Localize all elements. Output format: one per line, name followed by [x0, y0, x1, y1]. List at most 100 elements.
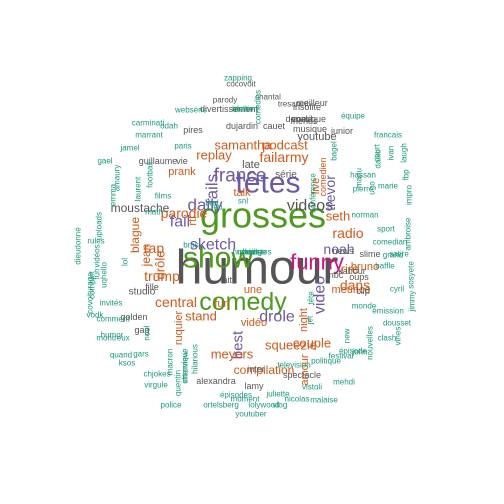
word-41: live — [310, 178, 322, 195]
word-81: parody — [213, 96, 237, 105]
word-12: replay — [196, 148, 232, 163]
word-101: rtl — [187, 216, 199, 225]
word-17: radio — [332, 225, 363, 241]
word-126: hilarious — [191, 344, 200, 374]
word-111: uploads — [95, 212, 104, 240]
word-176: court — [373, 143, 382, 162]
word-30: rire — [341, 262, 360, 277]
word-61: news — [332, 246, 354, 256]
word-55: fille — [145, 282, 159, 292]
word-88: carminati — [132, 119, 165, 128]
word-182: conférence — [309, 173, 318, 213]
word-139: politique — [311, 357, 341, 366]
word-179: daiko — [374, 149, 383, 169]
word-23: stand — [185, 309, 217, 324]
word-127: épisodes — [220, 391, 252, 400]
word-6: france — [214, 166, 267, 187]
word-0: humour — [176, 242, 339, 295]
word-65: lamy — [244, 381, 264, 391]
word-32: meurice — [331, 284, 370, 296]
word-35: moustache — [111, 201, 170, 215]
word-142: clash — [378, 334, 397, 343]
word-74: comique — [292, 114, 326, 124]
word-92: francais — [374, 131, 402, 140]
word-19: fail — [170, 214, 190, 231]
word-96: gael — [97, 157, 112, 166]
word-169: laurent — [134, 176, 143, 201]
word-135: youtuber — [235, 410, 266, 419]
word-73: musique — [293, 124, 327, 134]
word-107: hassan — [350, 171, 376, 180]
word-104: snl — [238, 197, 248, 206]
word-72: vie — [176, 156, 188, 166]
word-36: blague — [128, 217, 142, 253]
word-140: festival — [329, 352, 354, 361]
word-130: malaise — [310, 396, 338, 405]
word-118: montreux — [96, 334, 129, 343]
word-165: lol — [121, 258, 130, 266]
word-167: fbp — [402, 169, 411, 181]
word-162: tête — [307, 291, 316, 305]
word-38: drôle — [153, 251, 168, 280]
word-20: sketch — [190, 237, 236, 254]
word-77: meilleur — [296, 98, 328, 108]
word-154: ambroise — [404, 217, 413, 250]
word-34: prank — [168, 166, 196, 178]
word-137: vistoli — [302, 383, 322, 392]
word-87: équipe — [341, 112, 366, 121]
word-170: fun — [93, 268, 102, 279]
word-129: nicolas — [285, 395, 310, 404]
word-8: daily — [188, 196, 223, 215]
word-115: invités — [100, 299, 123, 308]
word-50: fait — [220, 275, 233, 285]
word-91: bastien — [232, 105, 258, 114]
word-99: football — [146, 162, 155, 188]
word-40: youtube — [297, 131, 336, 143]
word-174: john — [351, 348, 367, 357]
word-177: manu — [355, 168, 364, 188]
word-66: inter — [247, 364, 265, 374]
word-51: ruquier — [173, 311, 185, 346]
word-93: jamel — [119, 144, 139, 153]
word-186: kids — [245, 248, 259, 257]
word-49: fun — [214, 298, 229, 310]
word-148: comedian — [373, 238, 408, 247]
word-157: jimmy — [408, 291, 417, 313]
word-43: couple — [293, 336, 331, 351]
word-97: emma — [109, 183, 118, 206]
word-149: sport — [377, 225, 396, 234]
word-128: moment — [231, 395, 261, 404]
word-16: video — [312, 276, 329, 314]
word-52: studio — [129, 287, 156, 298]
word-158: vines — [394, 327, 403, 346]
word-94: paris — [174, 142, 191, 151]
word-185: hosts — [242, 248, 261, 257]
word-67: comedien — [318, 157, 328, 196]
word-113: covoiturage — [86, 272, 95, 314]
word-21: best — [230, 330, 247, 359]
word-64: alexandra — [196, 376, 236, 386]
word-144: cyril — [390, 285, 404, 294]
word-75: insolite — [293, 102, 321, 112]
word-80: junior — [330, 126, 353, 136]
word-47: night — [298, 308, 310, 332]
word-85: websérie — [174, 106, 208, 115]
word-98: films — [155, 192, 171, 201]
word-79: donald — [285, 114, 312, 124]
word-180: zapping — [224, 74, 252, 83]
word-181: comedies — [254, 90, 263, 124]
word-143: émission — [372, 307, 404, 316]
word-152: dousset — [383, 319, 412, 328]
word-141: épisode — [339, 347, 368, 356]
word-183: humoristes — [232, 248, 271, 257]
word-25: meyers — [211, 347, 254, 362]
word-166: jet — [306, 315, 315, 325]
word-37: jean — [139, 244, 153, 268]
word-124: quentin — [174, 370, 183, 396]
word-84: tresanini — [278, 100, 308, 109]
word-110: rules — [87, 237, 104, 246]
word-15: noah — [323, 241, 354, 257]
word-86: delire — [234, 105, 254, 114]
word-160: television — [277, 361, 310, 370]
